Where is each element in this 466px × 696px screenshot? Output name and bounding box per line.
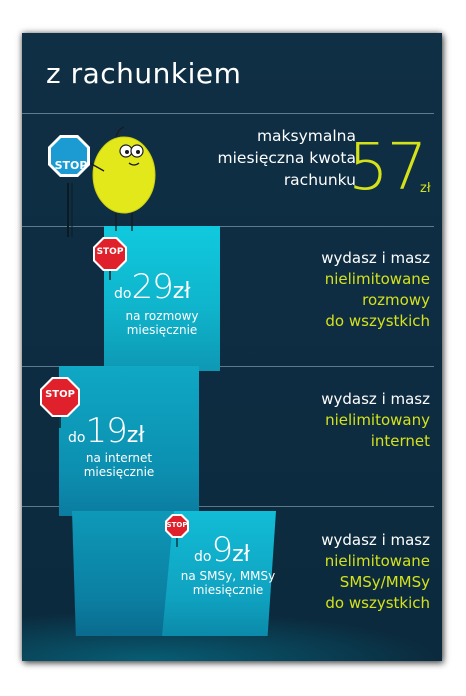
max-bill-label-line: maksymalna xyxy=(256,127,356,145)
caption-line: miesięcznie xyxy=(126,323,198,337)
infographic-card: z rachunkiem STOP maksymalna miesięczna … xyxy=(22,33,442,661)
caption-line: miesięcznie xyxy=(83,465,155,479)
amount-number: 9 xyxy=(211,530,233,570)
tier-description-internet: wydasz i masz nielimitowany internet xyxy=(250,389,430,452)
amount-currency: zł xyxy=(232,542,250,567)
description-highlight: nielimitowane xyxy=(324,552,430,570)
caption-line: miesięcznie xyxy=(192,583,264,597)
tier-caption-calls: na rozmowy miesięcznie xyxy=(104,309,220,337)
amount-number: 19 xyxy=(85,411,127,451)
caption-line: na rozmowy xyxy=(125,309,199,323)
tier-description-sms: wydasz i masz nielimitowane SMSy/MMSy do… xyxy=(250,530,430,614)
stop-sign-label: STOP xyxy=(54,159,88,172)
description-highlight: do wszystkich xyxy=(325,312,430,330)
description-highlight: nielimitowane xyxy=(324,270,430,288)
description-line: wydasz i masz xyxy=(321,249,430,267)
page-title: z rachunkiem xyxy=(46,57,242,90)
amount-currency: zł xyxy=(126,423,145,448)
description-highlight: do wszystkich xyxy=(325,594,430,612)
divider-top xyxy=(22,113,434,114)
stop-sign-icon xyxy=(165,514,189,547)
tier-caption-sms: na SMSy, MMSy miesięcznie xyxy=(168,569,288,597)
amount-number: 29 xyxy=(131,267,173,307)
stop-sign-icon xyxy=(40,377,80,428)
caption-line: na SMSy, MMSy xyxy=(180,569,276,583)
max-bill-amount: 57 xyxy=(348,131,427,205)
max-bill-label-line: rachunku xyxy=(283,171,356,189)
description-line: wydasz i masz xyxy=(321,531,430,549)
amount-currency: zł xyxy=(172,279,191,304)
mascot-with-stop-sign-icon xyxy=(48,126,156,237)
amount-prefix: do xyxy=(114,286,132,302)
divider-1 xyxy=(22,226,434,227)
max-bill-label-line: miesięczna kwota xyxy=(217,149,356,167)
tier-amount-sms: do9zł xyxy=(194,530,250,570)
description-line: wydasz i masz xyxy=(321,390,430,408)
stop-sign-label: STOP xyxy=(96,247,124,257)
tier-description-calls: wydasz i masz nielimitowane rozmowy do w… xyxy=(250,248,430,332)
tier-amount-calls: do29zł xyxy=(114,267,191,307)
description-highlight: internet xyxy=(370,432,430,450)
light-beam-internet xyxy=(59,366,199,516)
description-highlight: rozmowy xyxy=(362,291,430,309)
amount-prefix: do xyxy=(194,549,212,565)
description-highlight: SMSy/MMSy xyxy=(339,573,430,591)
divider-2 xyxy=(22,366,434,367)
tier-caption-internet: na internet miesięcznie xyxy=(59,451,179,479)
max-bill-label: maksymalna miesięczna kwota rachunku xyxy=(156,125,356,191)
stop-sign-icon xyxy=(93,237,127,280)
amount-prefix: do xyxy=(68,430,86,446)
stop-sign-label: STOP xyxy=(166,521,188,529)
divider-3 xyxy=(22,506,434,507)
max-bill-currency: zł xyxy=(420,181,431,196)
tier-amount-internet: do19zł xyxy=(68,411,145,451)
description-highlight: nielimitowany xyxy=(325,411,430,429)
stop-sign-label: STOP xyxy=(45,389,75,400)
caption-line: na internet xyxy=(85,451,153,465)
